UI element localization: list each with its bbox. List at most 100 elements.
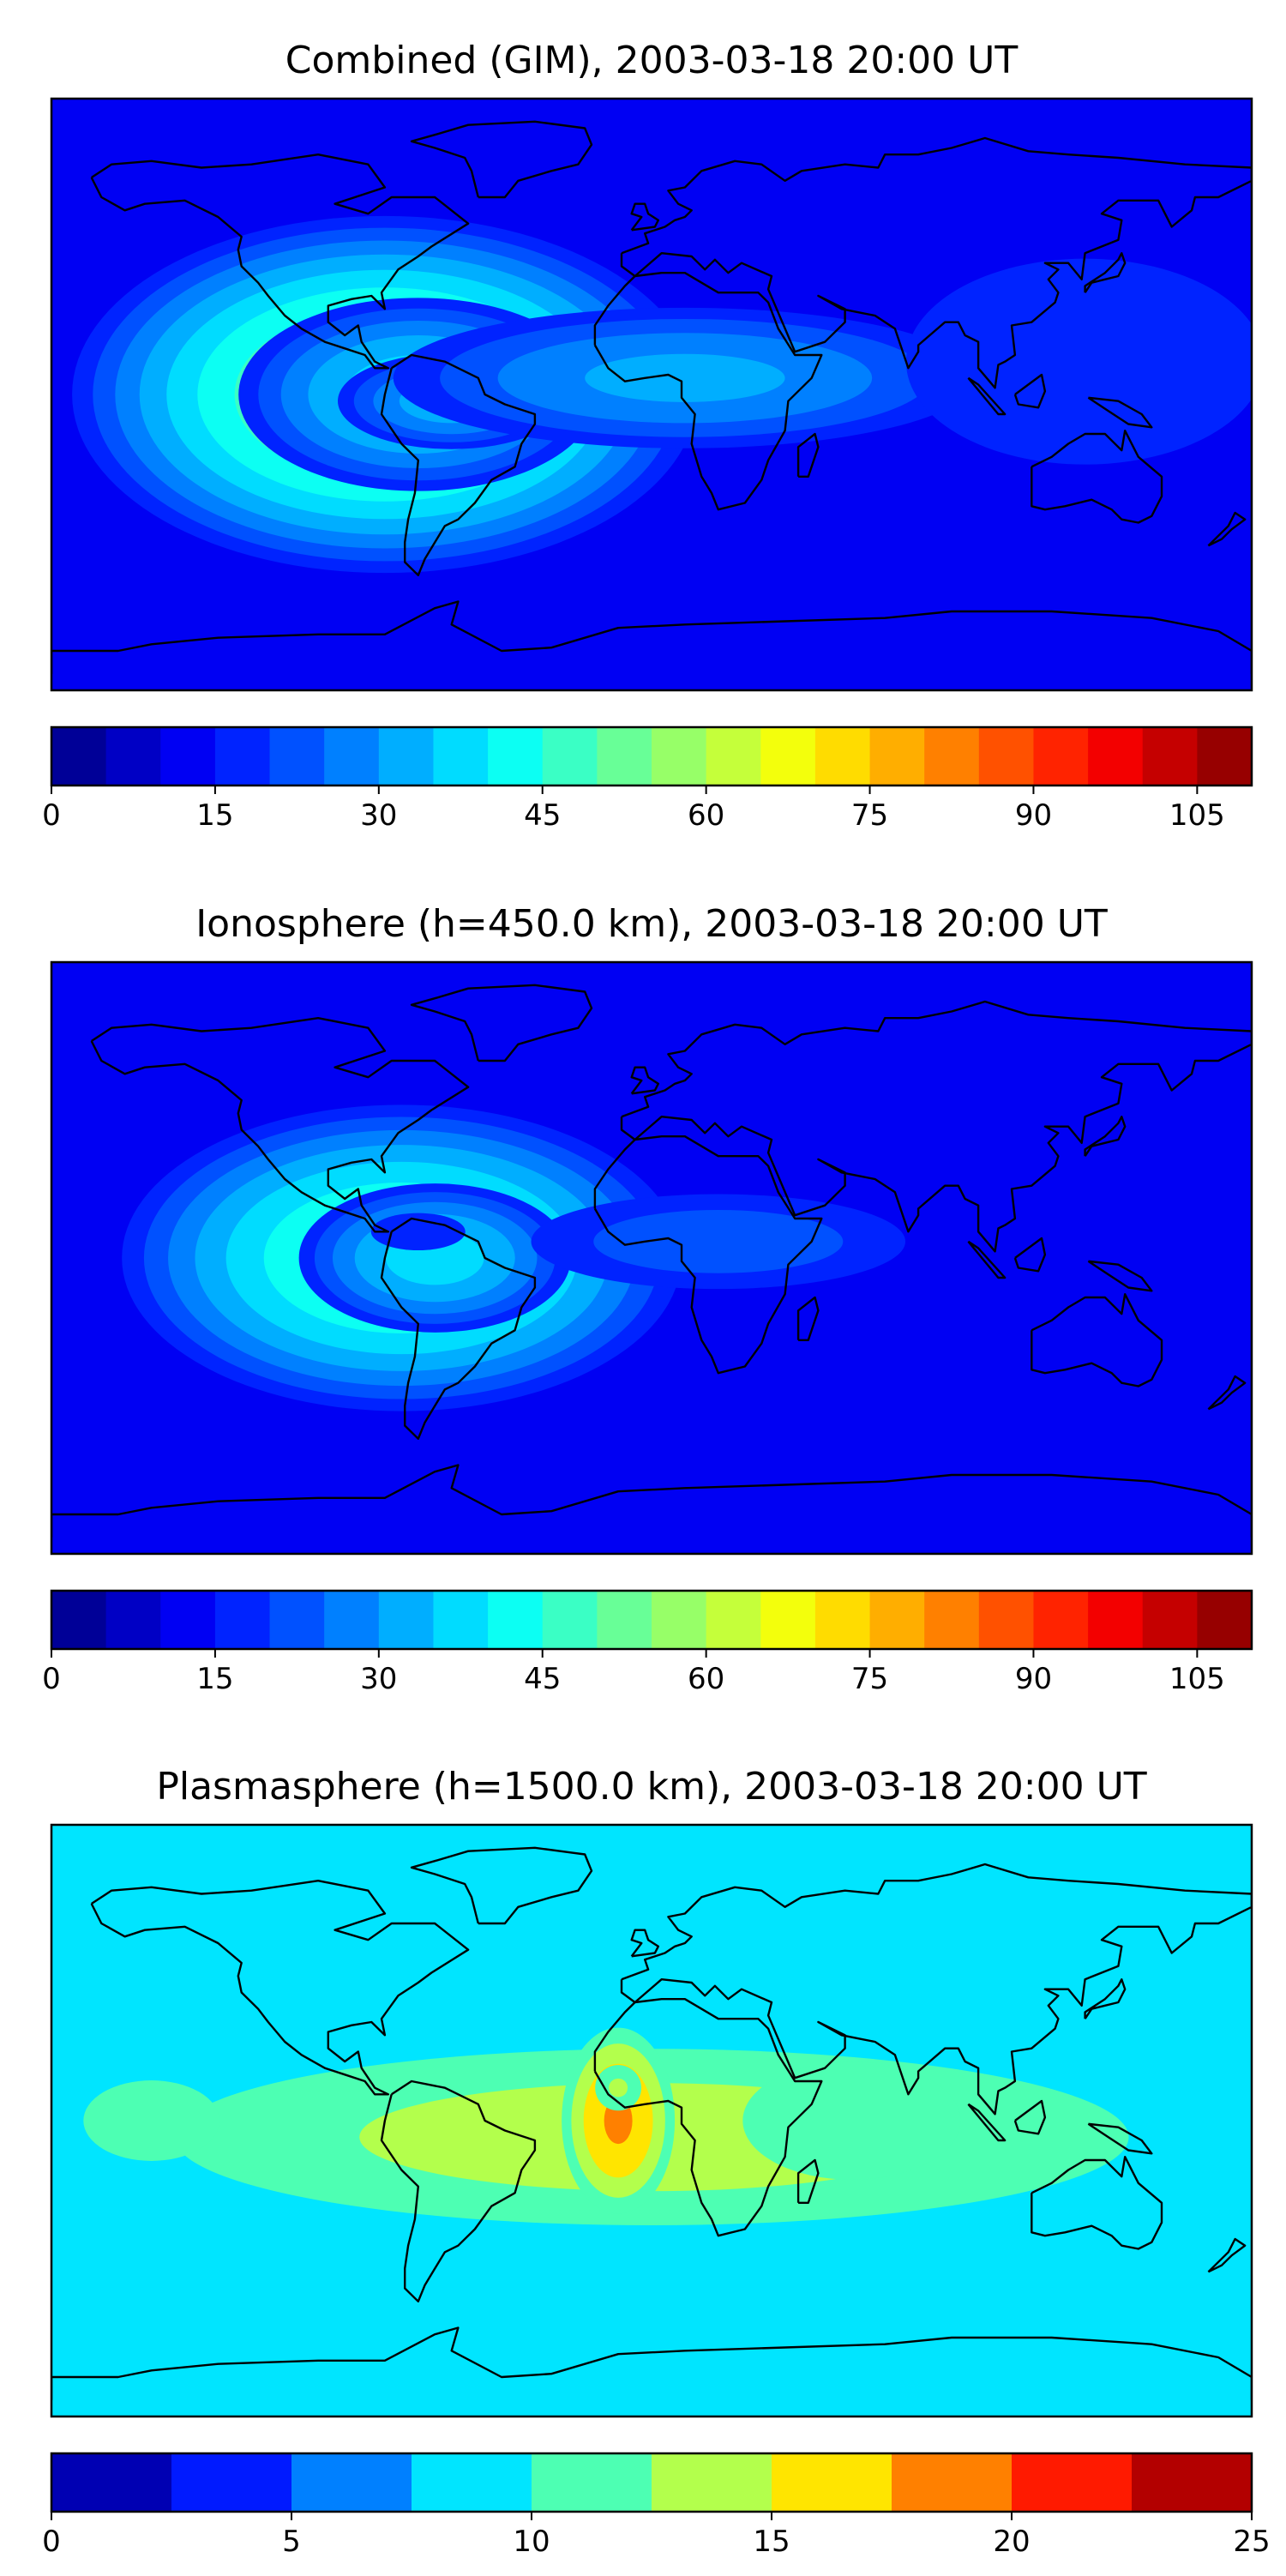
coastline-antarctica	[51, 600, 1252, 674]
coastline-borneo	[1013, 1237, 1047, 1273]
map-frame	[50, 960, 1253, 1556]
panel-title: Ionosphere (h=450.0 km), 2003-03-18 20:0…	[195, 902, 1108, 946]
colorbar-segment	[214, 1591, 271, 1649]
colorbar-segment	[652, 1591, 707, 1649]
colorbar-segment	[869, 727, 925, 785]
colorbar-segment	[706, 727, 761, 785]
colorbar-segment	[869, 1591, 925, 1649]
coastline-africa	[593, 1135, 823, 1375]
colorbar-tick-label: 0	[42, 798, 61, 833]
coastline-south-america	[380, 1217, 537, 1441]
coastline-japan	[1084, 1115, 1127, 1157]
coastline-antarctica	[51, 2326, 1252, 2400]
coastline-britain	[630, 1066, 659, 1095]
coastline-australia	[1031, 2155, 1163, 2250]
coastline-north-america	[90, 1879, 470, 2096]
colorbar-segment	[51, 1591, 107, 1649]
colorbar-segment	[171, 2453, 292, 2512]
colorbar-segment	[532, 2453, 652, 2512]
coastline-new-zealand	[1207, 2237, 1247, 2273]
colorbar-segment	[814, 1591, 871, 1649]
coastline-britain	[630, 202, 659, 232]
colorbar-frame	[50, 1589, 1253, 1651]
colorbar-segment	[924, 727, 980, 785]
colorbar-tick-label: 15	[753, 2525, 790, 2559]
coastline-new-guinea	[1087, 1260, 1153, 1292]
colorbar-segment	[105, 727, 161, 785]
colorbar-segment	[51, 727, 107, 785]
coastline-africa	[593, 272, 823, 511]
coastline-sumatra	[967, 1240, 1007, 1279]
colorbar-segment	[1088, 1591, 1144, 1649]
coastline-japan	[1084, 1977, 1127, 2019]
coastline-madagascar	[796, 432, 820, 478]
colorbar-segment	[1142, 1591, 1198, 1649]
panel-title: Combined (GIM), 2003-03-18 20:00 UT	[285, 39, 1019, 82]
colorbar: 0 5 10 15 20 25	[42, 2452, 1271, 2559]
colorbar-segment	[105, 1591, 161, 1649]
colorbar-segment	[433, 1591, 489, 1649]
coastline-south-america	[380, 2079, 537, 2303]
colorbar-tick-label: 0	[42, 2525, 61, 2559]
colorbar-segment	[706, 1591, 761, 1649]
panel-combined: Combined (GIM), 2003-03-18 20:00 UT 0 15 3…	[42, 39, 1253, 833]
tec-contour	[742, 2061, 961, 2180]
colorbar-segment	[814, 727, 871, 785]
colorbar-segment	[1012, 2453, 1133, 2512]
colorbar-segment	[542, 727, 598, 785]
colorbar-tick-label: 105	[1169, 798, 1225, 833]
colorbar-segment	[597, 727, 652, 785]
coastline-new-guinea	[1087, 396, 1153, 429]
colorbar-segment	[760, 1591, 816, 1649]
colorbar-segment	[488, 1591, 544, 1649]
colorbar-segment	[1197, 1591, 1253, 1649]
colorbar-segment	[378, 1591, 435, 1649]
colorbar-segment	[412, 2453, 532, 2512]
colorbar-segment	[1142, 727, 1198, 785]
tec-contour	[585, 353, 785, 402]
colorbar-segment	[760, 727, 816, 785]
colorbar-segment	[892, 2453, 1013, 2512]
coastline-north-america	[90, 153, 470, 370]
coastline-new-zealand	[1207, 511, 1247, 547]
coastline-australia	[1031, 1292, 1163, 1387]
colorbar-segment	[378, 727, 435, 785]
coastline-greenland	[410, 984, 593, 1062]
coastline-sumatra	[967, 376, 1007, 416]
colorbar: 0 15 30 45 60 75 90 105	[42, 725, 1253, 833]
colorbar: 0 15 30 45 60 75 90 105	[42, 1589, 1253, 1696]
colorbar-tick-label: 15	[196, 1662, 233, 1696]
colorbar-tick-label: 75	[851, 798, 888, 833]
coastline-australia	[1031, 430, 1163, 524]
colorbar-segment	[324, 727, 380, 785]
colorbar-tick-label: 30	[360, 1662, 397, 1696]
colorbar-frame	[50, 725, 1253, 787]
colorbar-tick-label: 0	[42, 1662, 61, 1696]
coastline-eurasia	[620, 1863, 1252, 2116]
coastline-greenland	[410, 1846, 593, 1925]
colorbar-segment	[214, 727, 271, 785]
colorbar-segment	[652, 2453, 772, 2512]
colorbar-segment	[652, 727, 707, 785]
tec-contour	[370, 1213, 466, 1251]
colorbar-tick-label: 5	[282, 2525, 301, 2559]
coastline-sumatra	[967, 2103, 1007, 2142]
coastline-madagascar	[796, 2158, 820, 2205]
colorbar-segment	[269, 1591, 325, 1649]
colorbar-segment	[1033, 727, 1089, 785]
colorbar-tick-label: 10	[513, 2525, 550, 2559]
tec-map	[51, 962, 1252, 1554]
coastline-britain	[630, 1929, 659, 1958]
colorbar-segment	[1132, 2453, 1253, 2512]
coastline-japan	[1084, 252, 1127, 293]
colorbar-tick-label: 30	[360, 798, 397, 833]
colorbar-frame	[50, 2452, 1253, 2513]
colorbar-segment	[1033, 1591, 1089, 1649]
tec-map	[51, 1825, 1252, 2417]
colorbar-segment	[1197, 727, 1253, 785]
colorbar-tick-label: 15	[196, 798, 233, 833]
coastline-greenland	[410, 120, 593, 199]
coastline-eurasia	[620, 1000, 1252, 1253]
